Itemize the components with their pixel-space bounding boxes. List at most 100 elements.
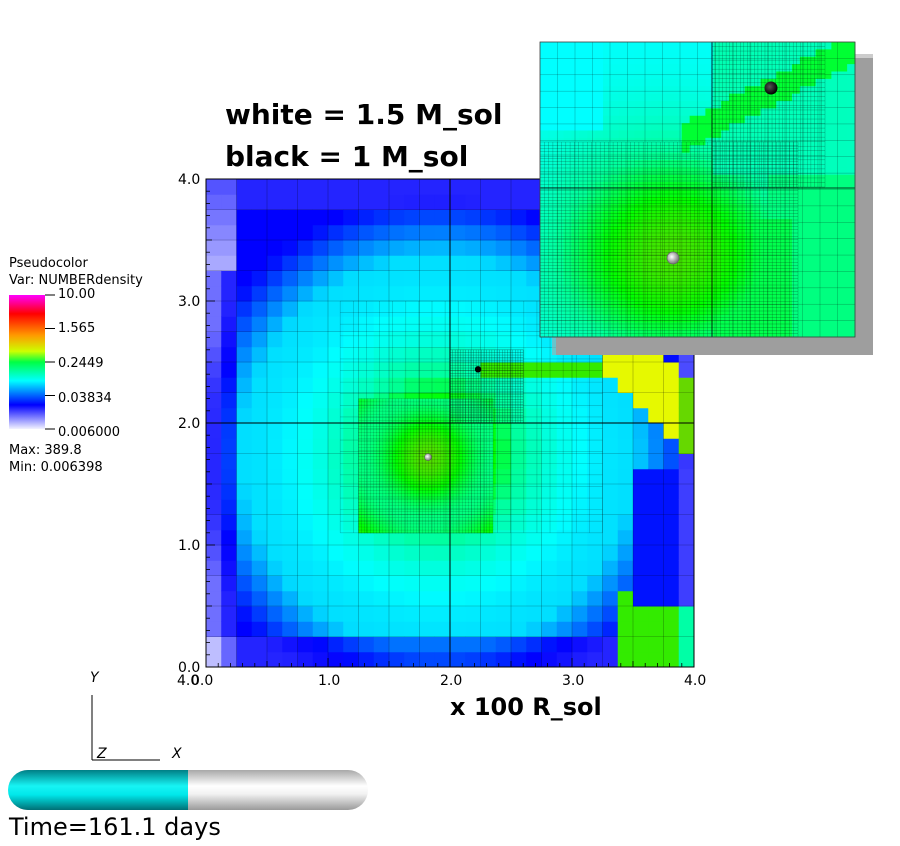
inset-cell bbox=[579, 130, 588, 139]
inset-cell bbox=[555, 56, 565, 65]
inset-cell bbox=[587, 314, 596, 323]
inset-cell bbox=[610, 167, 620, 176]
inset-cell bbox=[571, 226, 580, 235]
density-cell bbox=[572, 606, 588, 622]
refined-cell bbox=[471, 441, 475, 445]
inset-cell bbox=[784, 137, 793, 146]
inset-cell bbox=[697, 322, 706, 331]
refined-cell bbox=[370, 489, 375, 494]
inset-cell bbox=[784, 101, 793, 109]
refined-cell bbox=[388, 474, 393, 479]
inset-cell bbox=[642, 196, 651, 205]
density-cell bbox=[221, 285, 237, 302]
inset-cell bbox=[595, 300, 604, 308]
inset-cell bbox=[744, 300, 754, 308]
refined-cell bbox=[480, 444, 484, 448]
refined-cell bbox=[443, 407, 448, 412]
refined-cell bbox=[452, 517, 457, 522]
inset-cell bbox=[540, 108, 549, 117]
inset-cell bbox=[705, 285, 714, 294]
refined-cell bbox=[410, 523, 414, 528]
density-cell bbox=[587, 423, 603, 439]
refined-cell bbox=[425, 483, 430, 488]
inset-cell bbox=[603, 174, 612, 183]
inset-cell bbox=[618, 182, 628, 190]
inset-cell bbox=[815, 115, 824, 124]
inset-cell bbox=[752, 145, 761, 154]
refined-cell bbox=[437, 422, 442, 427]
refined-cell bbox=[397, 468, 402, 473]
inset-cell bbox=[831, 263, 840, 272]
refined-cell bbox=[401, 398, 405, 403]
refined-cell bbox=[462, 453, 466, 457]
inset-cell bbox=[776, 300, 785, 308]
density-cell bbox=[648, 606, 664, 622]
inset-cell bbox=[650, 204, 659, 213]
refined-cell bbox=[419, 468, 423, 473]
refined-cell bbox=[407, 447, 411, 451]
inset-cell bbox=[729, 145, 738, 154]
refined-cell bbox=[401, 441, 405, 445]
inset-cell bbox=[681, 189, 691, 198]
refined-cell bbox=[422, 514, 427, 518]
density-cell bbox=[358, 621, 375, 637]
density-cell bbox=[312, 255, 329, 271]
refined-cell bbox=[455, 465, 460, 470]
inset-cell bbox=[587, 278, 596, 286]
inset-cell bbox=[705, 196, 714, 205]
inset-cell bbox=[799, 64, 809, 72]
refined-cell bbox=[471, 492, 475, 497]
refined-cell bbox=[413, 444, 417, 448]
inset-cell bbox=[610, 219, 620, 227]
inset-cell bbox=[555, 182, 565, 190]
inset-cell bbox=[603, 182, 612, 190]
density-cell bbox=[434, 621, 451, 637]
refined-cell bbox=[465, 477, 469, 482]
refined-cell bbox=[388, 444, 393, 448]
refined-cell bbox=[437, 483, 442, 488]
refined-cell bbox=[413, 502, 417, 506]
density-cell bbox=[328, 545, 344, 561]
inset-cell bbox=[642, 130, 651, 139]
density-cell bbox=[221, 270, 237, 287]
refined-cell bbox=[410, 517, 414, 522]
density-cell bbox=[389, 255, 405, 271]
density-cell bbox=[556, 423, 573, 439]
inset-cell bbox=[603, 101, 612, 109]
inset-cell bbox=[847, 78, 856, 87]
refined-cell bbox=[410, 483, 414, 488]
inset-cell bbox=[721, 292, 730, 301]
refined-cell bbox=[379, 410, 384, 415]
density-cell bbox=[678, 453, 695, 470]
density-cell bbox=[480, 285, 497, 302]
inset-cell bbox=[807, 167, 817, 176]
density-cell bbox=[633, 560, 649, 576]
inset-cell bbox=[768, 196, 777, 205]
density-cell bbox=[343, 362, 359, 378]
inset-cell bbox=[729, 130, 738, 139]
refined-cell bbox=[486, 431, 491, 436]
refined-cell bbox=[455, 456, 460, 461]
inset-cell bbox=[571, 204, 580, 213]
inset-cell bbox=[650, 255, 659, 264]
refined-cell bbox=[458, 422, 463, 427]
refined-cell bbox=[388, 468, 393, 473]
refined-cell bbox=[373, 483, 378, 488]
inset-cell bbox=[642, 278, 651, 286]
inset-cell bbox=[603, 285, 612, 294]
density-cell bbox=[617, 377, 634, 393]
refined-cell bbox=[483, 502, 488, 506]
inset-cell bbox=[839, 226, 848, 235]
refined-cell bbox=[367, 523, 372, 528]
inset-cell bbox=[571, 196, 580, 205]
refined-cell bbox=[452, 526, 457, 531]
refined-cell bbox=[449, 425, 454, 430]
density-cell bbox=[404, 621, 420, 637]
refined-cell bbox=[443, 453, 448, 457]
refined-cell bbox=[413, 492, 417, 497]
density-cell bbox=[251, 529, 268, 546]
refined-cell bbox=[428, 431, 433, 436]
refined-cell bbox=[401, 407, 405, 412]
refined-cell bbox=[483, 447, 488, 451]
density-cell bbox=[389, 560, 405, 576]
